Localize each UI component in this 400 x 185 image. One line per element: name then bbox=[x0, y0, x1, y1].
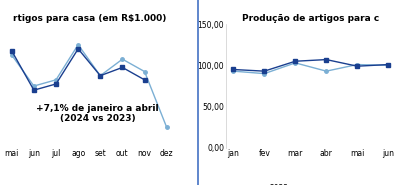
2024 bbox=[98, 75, 103, 77]
2023 bbox=[32, 85, 36, 87]
Line: 2023: 2023 bbox=[232, 58, 390, 73]
Title: Produção de artigos para c: Produção de artigos para c bbox=[242, 14, 380, 23]
Line: 2024: 2024 bbox=[10, 47, 146, 92]
2023 bbox=[262, 70, 267, 72]
2023 bbox=[9, 54, 14, 56]
2023 bbox=[98, 75, 103, 77]
2024 bbox=[9, 50, 14, 52]
2022 bbox=[386, 64, 391, 66]
Line: 2023: 2023 bbox=[10, 43, 168, 129]
2023 bbox=[164, 126, 169, 128]
2024 bbox=[54, 83, 58, 85]
2023 bbox=[120, 58, 125, 60]
2022 bbox=[262, 73, 267, 75]
Title: rtigos para casa (em R$1.000): rtigos para casa (em R$1.000) bbox=[12, 14, 166, 23]
Legend: 2022, 2023: 2022, 2023 bbox=[255, 181, 292, 185]
2023 bbox=[54, 79, 58, 81]
2024 bbox=[32, 89, 36, 91]
Text: +7,1% de janeiro a abril
(2024 vs 2023): +7,1% de janeiro a abril (2024 vs 2023) bbox=[36, 104, 159, 123]
2023 bbox=[386, 63, 391, 66]
2023 bbox=[142, 70, 147, 73]
2023 bbox=[324, 58, 329, 61]
2024 bbox=[142, 79, 147, 81]
2023 bbox=[293, 60, 298, 62]
2023 bbox=[355, 65, 360, 67]
2023 bbox=[76, 44, 80, 46]
2022 bbox=[293, 62, 298, 64]
2022 bbox=[324, 70, 329, 72]
2024 bbox=[76, 48, 80, 50]
2022 bbox=[355, 63, 360, 66]
2024 bbox=[120, 66, 125, 69]
2022 bbox=[231, 70, 236, 72]
2023 bbox=[231, 68, 236, 71]
Line: 2022: 2022 bbox=[232, 61, 390, 75]
